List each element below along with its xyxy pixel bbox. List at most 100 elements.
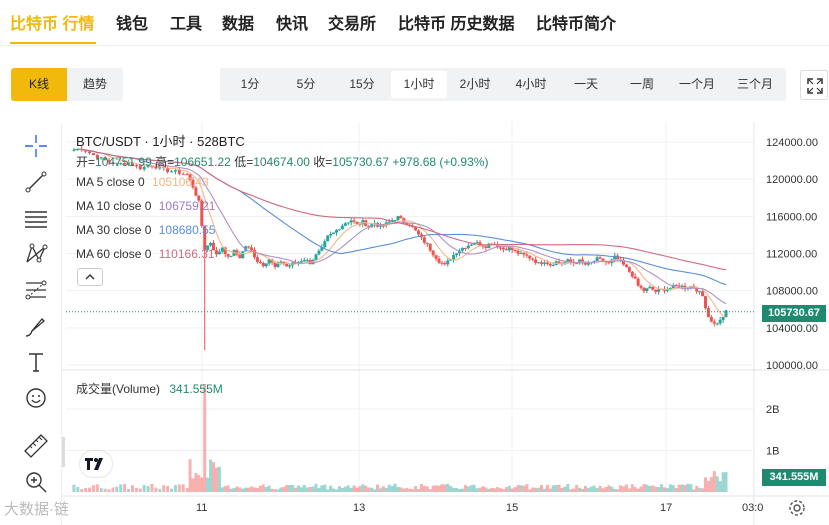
candle-body [166,168,170,172]
candle-body [478,242,482,246]
tradingview-logo[interactable] [80,451,112,477]
candle-body [698,291,702,293]
ma30-label: MA 30 close 0 [76,223,152,237]
nav-item-data[interactable]: 数据 [222,16,255,33]
volume-bar [226,485,230,492]
candle-body [595,257,599,262]
candle-body [355,221,359,224]
candle-body [72,149,76,151]
candle-body [361,220,365,225]
interval-2h[interactable]: 2小时 [459,77,491,91]
volume-bar [583,485,587,492]
candle-body [484,246,488,248]
volume-bar [516,484,520,492]
volume-bar [586,487,590,492]
volume-bar [525,484,529,492]
candle-body [601,258,605,262]
nav-item-tools[interactable]: 工具 [170,16,203,33]
interval-15m[interactable]: 15分 [349,77,375,91]
volume-bar [519,485,523,492]
candle-body [337,229,341,231]
interval-1m[interactable]: 1分 [240,77,260,91]
legend-collapse-button[interactable] [77,268,103,286]
volume-bar [134,487,138,492]
volume-bar [191,478,195,492]
candle-body [452,254,456,260]
pattern-tool[interactable] [22,240,50,268]
candle-body [212,242,215,251]
volume-bar [166,485,170,492]
candle-body [701,291,705,297]
ma60-value: 110166.31 [158,247,215,261]
volume-bar [665,488,669,492]
volume-bar [557,484,561,492]
interval-5m[interactable]: 5分 [296,77,316,91]
volume-bar [478,487,482,492]
volume-bar [308,486,312,492]
volume-bar [674,488,678,492]
text-tool[interactable] [22,348,50,376]
price-chart[interactable]: 124000.00 120000.00 116000.00 112000.00 1080… [62,122,829,525]
volume-bar [428,489,432,492]
nav-item-market[interactable]: 比特币 行情 [10,16,95,33]
trend-view-button[interactable]: 趋势 [67,68,123,101]
candle-body [258,261,262,263]
volume-bar [572,488,576,492]
candle-body [437,258,441,263]
kline-view-button[interactable]: K线 [11,68,67,101]
candle-body [223,247,227,255]
volume-bar [111,487,115,492]
interval-3mo[interactable]: 三个月 [736,77,773,91]
interval-1h[interactable]: 1小时 [391,71,447,98]
volume-value: 341.555M [169,382,223,396]
candle-body [712,321,716,324]
volume-bar [496,487,500,492]
candle-body [581,259,584,263]
volume-bar [704,477,707,492]
interval-1mo[interactable]: 一个月 [678,77,715,91]
close-label: 收= [313,155,333,169]
candle-body [253,250,256,258]
volume-bar [212,462,215,492]
ma10-line [73,148,727,305]
candle-body [150,166,154,168]
emoji-tool[interactable] [22,384,50,412]
volume-bar [709,477,713,492]
interval-4h[interactable]: 4小时 [515,77,547,91]
crosshair-tool[interactable] [22,132,50,160]
volume-bar [548,488,552,492]
volume-bar [499,488,502,492]
volume-bar [417,489,420,492]
volume-bar [460,488,464,492]
volume-bar [554,484,558,492]
volume-bar [250,486,254,492]
nav-item-intro[interactable]: 比特币简介 [536,16,617,33]
trend-line-tool[interactable] [22,168,50,196]
gear-icon[interactable] [788,499,806,517]
nav-item-news[interactable]: 快讯 [276,16,309,33]
interval-1w[interactable]: 一周 [629,77,654,91]
volume-bar [472,484,476,492]
volume-bar [466,486,470,492]
candle-body [158,166,162,169]
nav-item-history[interactable]: 比特币 历史数据 [398,16,515,33]
zoom-tool[interactable] [22,468,50,496]
candle-body [267,259,271,264]
nav-item-wallet[interactable]: 钱包 [116,16,149,33]
brush-tool[interactable] [22,312,50,340]
candle-body [200,200,204,226]
interval-1d[interactable]: 一天 [573,77,598,91]
volume-bar [463,484,467,492]
low-label: 低= [234,155,254,169]
candle-body [273,262,277,267]
volume-bar [686,483,690,492]
candle-body [188,174,192,180]
time-tick-label: 15 [506,502,518,514]
candle-body [695,288,699,292]
parallel-lines-tool[interactable] [22,204,50,232]
nav-item-exchanges[interactable]: 交易所 [328,16,377,33]
fib-tool[interactable] [22,276,50,304]
fullscreen-button[interactable] [800,70,828,100]
ruler-tool[interactable] [22,432,50,460]
candle-body [320,247,324,251]
